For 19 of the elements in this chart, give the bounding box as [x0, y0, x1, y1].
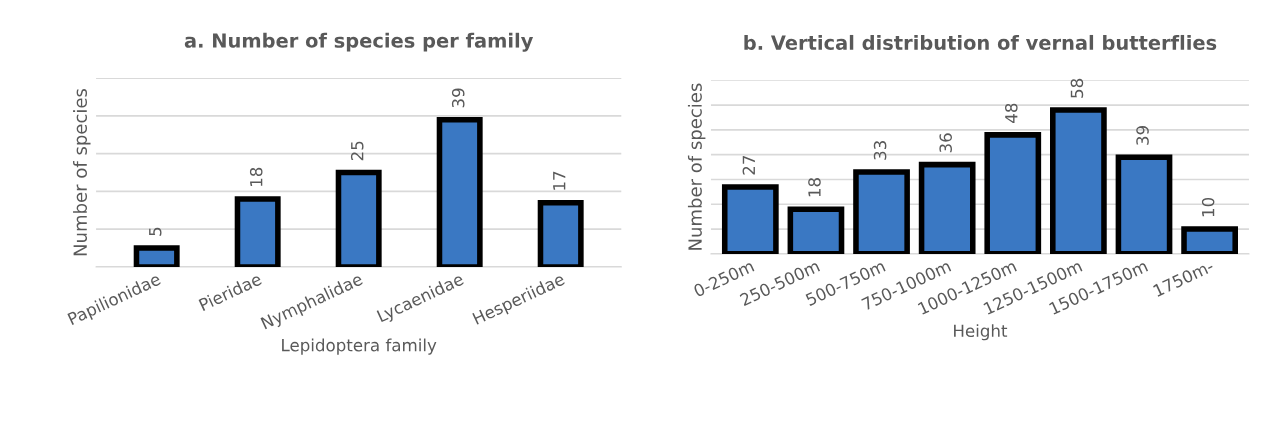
data-label: 33	[873, 141, 887, 160]
data-label: 39	[1136, 126, 1149, 145]
data-label: 10	[1201, 197, 1215, 217]
chart-title: b. Vertical distribution of vernal butterflies	[744, 34, 1217, 51]
data-label: 27	[742, 156, 755, 175]
x-axis-title: Lepidoptera family	[282, 338, 437, 355]
data-label: 36	[939, 133, 952, 153]
data-label: 5	[149, 227, 162, 236]
y-axis-title: Number of species	[73, 88, 91, 256]
data-label: 58	[1070, 78, 1084, 98]
data-label: 39	[451, 88, 465, 108]
data-label: 25	[350, 141, 364, 161]
data-label: 18	[808, 178, 821, 197]
data-label: 48	[1005, 103, 1018, 123]
data-label: 17	[553, 171, 566, 190]
chart-title: a. Number of species per family	[184, 32, 534, 52]
x-axis-title: Height	[954, 324, 1008, 341]
data-label: 18	[249, 167, 263, 186]
y-axis-title: Number of species	[687, 83, 706, 250]
